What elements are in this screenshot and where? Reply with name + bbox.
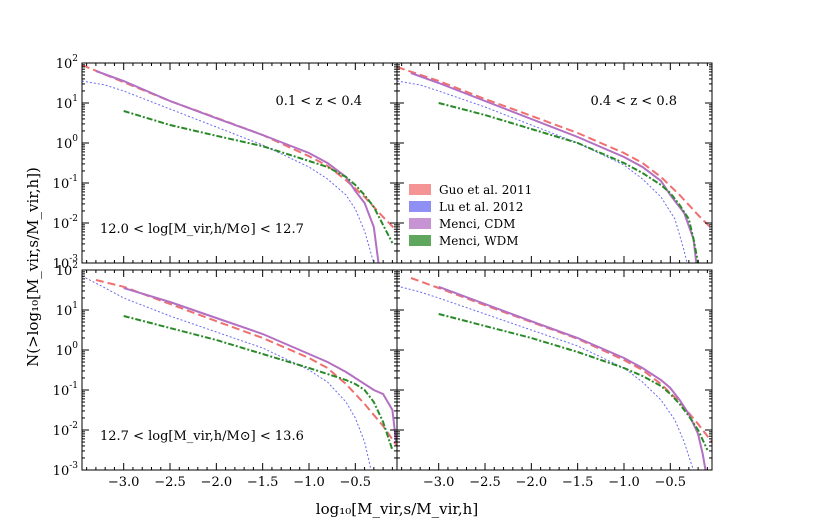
x-tick-label: −3.0 [108, 475, 140, 490]
y-tick-label: 101 [56, 94, 78, 112]
x-tick-label: −2.0 [516, 475, 548, 490]
x-tick-label: −1.5 [247, 475, 279, 490]
panel-top-right: 0.4 < z < 0.8 [396, 62, 713, 264]
series-line-menci-wdm [123, 110, 394, 244]
series-line-guo-et-al-2011 [410, 277, 712, 443]
legend-label: Menci, CDM [439, 217, 515, 231]
legend-label: Menci, WDM [439, 234, 519, 248]
x-tick-label: −1.0 [293, 475, 325, 490]
y-tick-label: 10-2 [53, 214, 78, 232]
panel-bottom-left: 102 101 100 10-1 10-2 10-3 −3.0 −2.5 −2.0 −1.5 −1.… [53, 261, 398, 490]
y-tick-label: 10-1 [53, 381, 78, 399]
y-tick-label: 101 [56, 301, 78, 319]
x-tick-label: −0.5 [340, 475, 372, 490]
y-tick-label: 10-1 [53, 174, 78, 192]
legend-swatch [409, 235, 431, 246]
y-tick-label: 10-3 [53, 254, 79, 272]
series-group [82, 275, 397, 470]
x-tick-label: −1.5 [562, 475, 594, 490]
series-group [82, 64, 397, 263]
panel-frame [396, 62, 713, 264]
panel-annotation: 0.1 < z < 0.4 [275, 94, 362, 109]
panel-frame [396, 269, 713, 471]
y-tick-label: 102 [56, 261, 78, 279]
panel-top-left: 102 101 100 10-1 10-2 10-3 0.1 < z < 0.4 12.0 <… [53, 54, 398, 272]
y-tick-label: 10-3 [53, 461, 79, 479]
series-line-menci-wdm [438, 313, 709, 451]
series-line-menci-wdm [123, 315, 394, 451]
x-tick-label: −2.0 [201, 475, 233, 490]
y-tick-label: 100 [56, 341, 79, 359]
y-tick-label: 102 [56, 54, 78, 72]
legend-label: Guo et al. 2011 [439, 183, 532, 197]
series-line-menci-cdm [410, 72, 698, 263]
y-tick-label: 100 [56, 134, 79, 152]
x-tick-label: −2.5 [154, 475, 186, 490]
x-axis-title: log₁₀[M_vir,s/M_vir,h] [316, 500, 478, 518]
panel-annotation: 0.4 < z < 0.8 [590, 94, 677, 109]
y-tick-label: 10-2 [53, 421, 78, 439]
series-group [397, 277, 712, 470]
series-line-guo-et-al-2011 [397, 66, 712, 230]
series-line-menci-cdm [95, 70, 380, 263]
x-tick-label: −2.5 [469, 475, 501, 490]
panel-annotation: 12.7 < log[M_vir,h/M⊙] < 13.6 [100, 429, 304, 444]
legend-swatch [409, 218, 431, 229]
panel-bottom-right: −3.0 −2.5 −2.0 −1.5 −1.0 −0.5 [396, 269, 713, 490]
x-tick-label: −3.0 [423, 475, 455, 490]
legend-label: Lu et al. 2012 [439, 200, 523, 214]
y-axis-title: N(>log₁₀[M_vir,s/M_vir,h]) [24, 167, 42, 367]
panel-annotation: 12.0 < log[M_vir,h/M⊙] < 12.7 [100, 222, 304, 237]
series-line-lu-et-al-2012 [397, 285, 694, 470]
series-line-menci-wdm [438, 102, 700, 263]
x-tick-label: −0.5 [655, 475, 687, 490]
series-line-guo-et-al-2011 [82, 64, 397, 232]
series-group [397, 66, 712, 263]
series-line-menci-cdm [438, 285, 707, 470]
legend-swatch [409, 184, 431, 195]
legend: Guo et al. 2011 Lu et al. 2012 Menci, CDM M… [409, 183, 532, 248]
x-tick-label: −1.0 [608, 475, 640, 490]
legend-swatch [409, 201, 431, 212]
series-line-menci-cdm [123, 287, 397, 443]
